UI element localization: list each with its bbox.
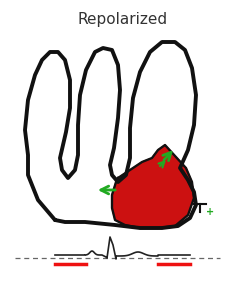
Text: +: + [206,207,214,217]
Polygon shape [112,145,194,228]
Text: Repolarized: Repolarized [78,12,168,27]
